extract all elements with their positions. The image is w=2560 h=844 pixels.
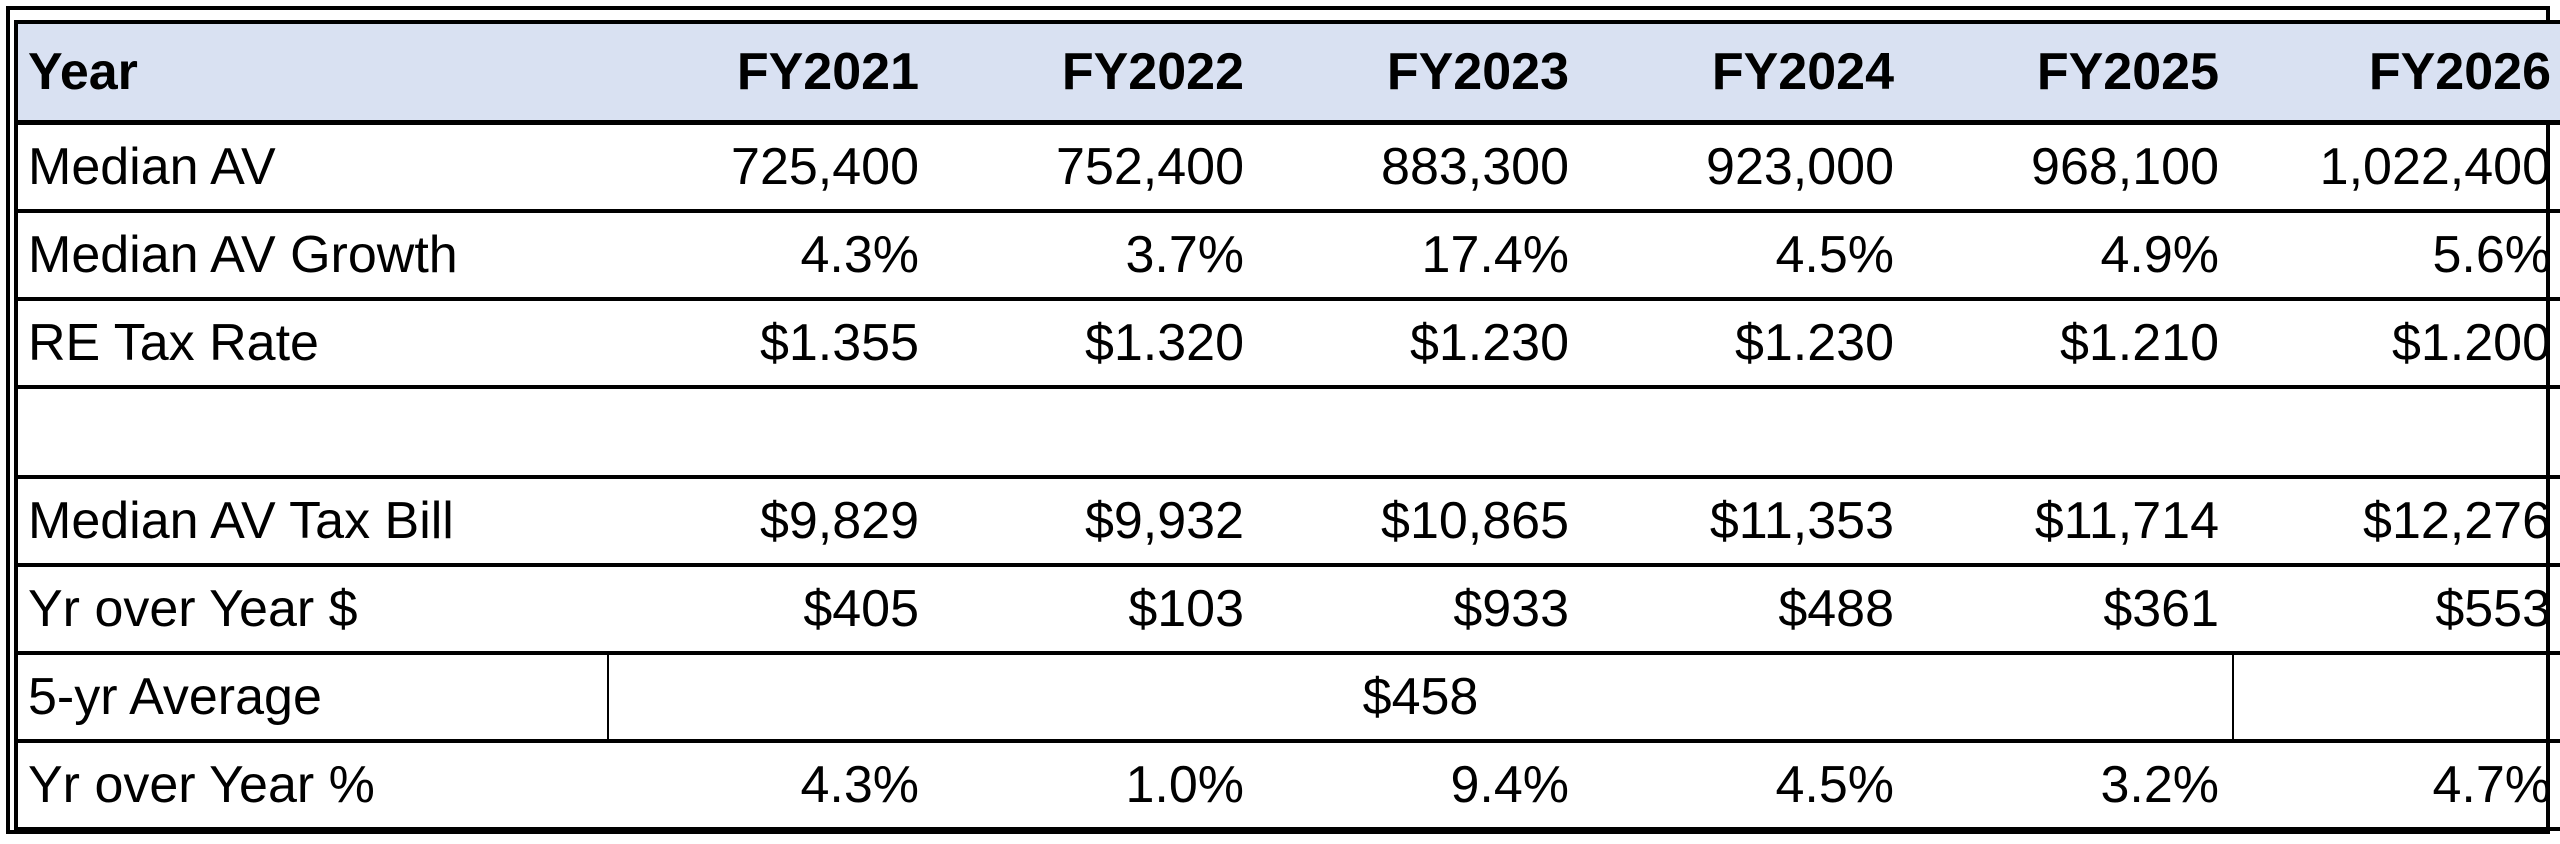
cell-value: $933 (1258, 565, 1583, 655)
blank-row (14, 387, 2560, 479)
row-label: Median AV Tax Bill (14, 477, 608, 567)
header-year: FY2021 (608, 20, 933, 125)
cell-value: 3.7% (933, 211, 1258, 301)
row-label: RE Tax Rate (14, 299, 608, 389)
cell-value: $405 (608, 565, 933, 655)
cell-value: $10,865 (1258, 477, 1583, 567)
row-five-yr-average: 5-yr Average $458 (14, 653, 2560, 743)
cell-value: $361 (1908, 565, 2233, 655)
cell-value: $553 (2233, 565, 2560, 655)
header-year: FY2022 (933, 20, 1258, 125)
header-year: FY2025 (1908, 20, 2233, 125)
row-median-av-growth: Median AV Growth 4.3% 3.7% 17.4% 4.5% 4.… (14, 211, 2560, 301)
row-median-av-tax-bill: Median AV Tax Bill $9,829 $9,932 $10,865… (14, 477, 2560, 567)
cell-value: 5.6% (2233, 211, 2560, 301)
cell-value: $9,932 (933, 477, 1258, 567)
cell-value: 4.5% (1583, 211, 1908, 301)
cell-value: $11,714 (1908, 477, 2233, 567)
cell-value: $9,829 (608, 477, 933, 567)
cell-value: $488 (1583, 565, 1908, 655)
blank-cell (14, 387, 2560, 479)
row-label: 5-yr Average (14, 653, 608, 743)
row-label: Median AV Growth (14, 211, 608, 301)
cell-value: 9.4% (1258, 741, 1583, 831)
row-label: Yr over Year % (14, 741, 608, 831)
row-re-tax-rate: RE Tax Rate $1.355 $1.320 $1.230 $1.230 … (14, 299, 2560, 389)
cell-value: 1,022,400 (2233, 122, 2560, 213)
cell-value: $11,353 (1583, 477, 1908, 567)
row-yoy-dollar: Yr over Year $ $405 $103 $933 $488 $361 … (14, 565, 2560, 655)
cell-value: 17.4% (1258, 211, 1583, 301)
cell-value: $1.320 (933, 299, 1258, 389)
cell-value: 883,300 (1258, 122, 1583, 213)
cell-value: 1.0% (933, 741, 1258, 831)
header-year: FY2024 (1583, 20, 1908, 125)
cell-value: 923,000 (1583, 122, 1908, 213)
cell-value: 4.3% (608, 211, 933, 301)
header-year: FY2023 (1258, 20, 1583, 125)
cell-value: $12,276 (2233, 477, 2560, 567)
cell-value: 4.9% (1908, 211, 2233, 301)
cell-value: $1.230 (1258, 299, 1583, 389)
cell-value: $103 (933, 565, 1258, 655)
tax-bill-table: Year FY2021 FY2022 FY2023 FY2024 FY2025 … (14, 20, 2560, 831)
cell-value: 3.2% (1908, 741, 2233, 831)
empty-cell (2233, 653, 2560, 743)
cell-value: 4.3% (608, 741, 933, 831)
cell-value: 4.5% (1583, 741, 1908, 831)
row-label: Yr over Year $ (14, 565, 608, 655)
header-year: FY2026 (2233, 20, 2560, 125)
header-row: Year FY2021 FY2022 FY2023 FY2024 FY2025 … (14, 20, 2560, 125)
header-label: Year (14, 20, 608, 125)
cell-value: $1.210 (1908, 299, 2233, 389)
cell-value: $1.355 (608, 299, 933, 389)
cell-value: 968,100 (1908, 122, 2233, 213)
cell-value: $1.200 (2233, 299, 2560, 389)
cell-value: 4.7% (2233, 741, 2560, 831)
row-label: Median AV (14, 122, 608, 213)
five-yr-average-value: $458 (607, 653, 2234, 743)
cell-value: 725,400 (608, 122, 933, 213)
cell-value: $1.230 (1583, 299, 1908, 389)
row-median-av: Median AV 725,400 752,400 883,300 923,00… (14, 122, 2560, 213)
row-yoy-percent: Yr over Year % 4.3% 1.0% 9.4% 4.5% 3.2% … (14, 741, 2560, 831)
cell-value: 752,400 (933, 122, 1258, 213)
